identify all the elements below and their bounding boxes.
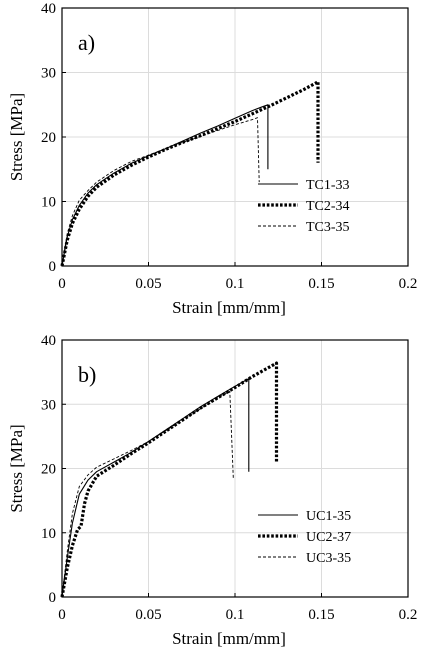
- series-line-tc2-34: [60, 79, 320, 267]
- panel-label: b): [78, 362, 96, 387]
- y-tick-label: 0: [49, 590, 57, 606]
- y-tick-label: 30: [41, 397, 56, 413]
- x-tick-label: 0.2: [399, 276, 418, 292]
- chart-panel-a: 0 0.05 0.1 0.15 0.2 0 10 20 30 40 Strain [mm/mm] St…: [7, 1, 417, 317]
- series-line-tc3-35: [61, 117, 260, 267]
- legend-label: TC1-33: [306, 178, 350, 193]
- x-tick-label: 0.15: [308, 607, 334, 623]
- legend-label: UC3-35: [306, 551, 351, 566]
- y-tick-label: 0: [49, 259, 57, 275]
- y-axis-label: Stress [MPa]: [7, 93, 26, 181]
- series-line-uc1-35: [61, 378, 250, 598]
- y-tick-label: 20: [41, 130, 56, 146]
- y-axis-label: Stress [MPa]: [7, 424, 26, 512]
- y-tick-label: 40: [41, 1, 56, 17]
- chart-panel-b: 0 0.05 0.1 0.15 0.2 0 10 20 30 40 Strain [mm/mm] St…: [7, 333, 417, 648]
- legend-label: TC3-35: [306, 220, 350, 235]
- legend-label: UC1-35: [306, 509, 351, 524]
- x-axis-label: Strain [mm/mm]: [172, 629, 286, 648]
- y-tick-label: 10: [41, 195, 56, 211]
- x-tick-label: 0: [58, 607, 66, 623]
- x-axis-label: Strain [mm/mm]: [172, 298, 286, 317]
- x-tick-label: 0.15: [308, 276, 334, 292]
- x-tick-label: 0.05: [135, 607, 161, 623]
- x-tick-label: 0.05: [135, 276, 161, 292]
- y-tick-label: 30: [41, 66, 56, 82]
- y-tick-label: 20: [41, 462, 56, 478]
- series-line-tc1-33: [61, 104, 269, 267]
- legend-label: UC2-37: [306, 530, 351, 545]
- series-line-uc2-37: [60, 361, 279, 598]
- y-tick-label: 40: [41, 333, 56, 349]
- x-tick-label: 0: [58, 276, 66, 292]
- y-tick-label: 10: [41, 526, 56, 542]
- panel-label: a): [78, 30, 95, 55]
- x-tick-label: 0.1: [226, 607, 245, 623]
- x-tick-label: 0.2: [399, 607, 418, 623]
- series-line-uc3-35: [61, 390, 234, 598]
- legend-label: TC2-34: [306, 199, 350, 214]
- x-tick-label: 0.1: [226, 276, 245, 292]
